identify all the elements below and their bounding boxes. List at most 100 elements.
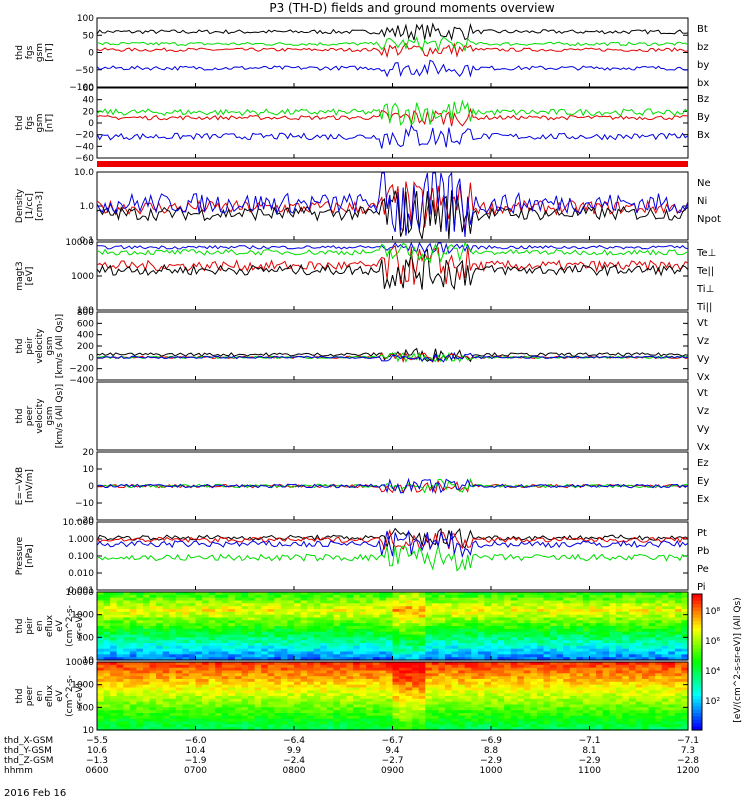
- colorbar-step: [692, 709, 702, 714]
- heatmap-cell: [392, 713, 400, 717]
- heatmap-cell: [510, 600, 518, 604]
- heatmap-cell: [602, 690, 610, 694]
- heatmap-cell: [563, 606, 571, 610]
- heatmap-cell: [103, 614, 111, 619]
- heatmap-cell: [208, 693, 216, 697]
- heatmap-cell: [254, 673, 262, 677]
- heatmap-cell: [248, 648, 256, 653]
- heatmap-cell: [609, 710, 617, 714]
- heatmap-cell: [589, 681, 597, 686]
- heatmap-cell: [530, 690, 538, 694]
- heatmap-cell: [399, 679, 407, 683]
- y-tick-label: 20: [83, 448, 95, 458]
- heatmap-cell: [392, 724, 400, 728]
- heatmap-cell: [320, 623, 328, 627]
- heatmap-cell: [97, 648, 105, 653]
- heatmap-cell: [471, 664, 479, 669]
- y-axis-label-line: gsm: [45, 406, 55, 425]
- heatmap-cell: [221, 724, 229, 728]
- y-tick-label: 100: [77, 703, 94, 713]
- heatmap-cell: [399, 637, 407, 641]
- heatmap-cell: [261, 676, 269, 680]
- heatmap-cell: [353, 662, 361, 666]
- heatmap-cell: [602, 631, 610, 636]
- heatmap-cell: [628, 710, 637, 714]
- heatmap-cell: [458, 592, 466, 596]
- heatmap-cell: [497, 713, 505, 717]
- heatmap-cell: [431, 721, 440, 725]
- heatmap-cell: [274, 690, 282, 694]
- heatmap-cell: [517, 597, 525, 602]
- heatmap-cell: [123, 690, 131, 694]
- heatmap-cell: [589, 690, 597, 694]
- heatmap-cell: [175, 662, 183, 666]
- heatmap-cell: [287, 651, 295, 655]
- heatmap-cell: [510, 620, 518, 624]
- heatmap-cell: [543, 603, 551, 607]
- heatmap-cell: [471, 679, 479, 683]
- heatmap-cell: [162, 594, 170, 599]
- heatmap-cell: [313, 626, 321, 630]
- heatmap-cell: [484, 634, 492, 638]
- heatmap-cell: [556, 628, 564, 633]
- heatmap-cell: [162, 640, 170, 644]
- heatmap-cell: [254, 684, 262, 689]
- heatmap-cell: [510, 637, 518, 641]
- heatmap-cell: [589, 693, 597, 697]
- heatmap-cell: [129, 592, 137, 596]
- heatmap-cell: [668, 628, 676, 633]
- heatmap-cell: [392, 611, 400, 616]
- heatmap-cell: [451, 603, 459, 607]
- heatmap-cell: [359, 713, 367, 717]
- heatmap-cell: [379, 640, 387, 644]
- heatmap-cell: [405, 623, 413, 627]
- heatmap-cell: [563, 704, 571, 708]
- heatmap-cell: [622, 673, 630, 677]
- heatmap-cell: [477, 631, 486, 636]
- heatmap-cell: [143, 634, 151, 638]
- heatmap-cell: [116, 662, 124, 666]
- heatmap-cell: [628, 715, 637, 720]
- heatmap-cell: [202, 634, 210, 638]
- heatmap-cell: [431, 600, 440, 604]
- heatmap-cell: [175, 704, 183, 708]
- heatmap-cell: [635, 606, 643, 610]
- heatmap-cell: [123, 673, 131, 677]
- heatmap-cell: [162, 597, 170, 602]
- heatmap-cell: [543, 637, 551, 641]
- heatmap-cell: [661, 662, 669, 666]
- heatmap-cell: [103, 727, 111, 731]
- heatmap-cell: [340, 673, 348, 677]
- heatmap-cell: [445, 681, 453, 686]
- heatmap-cell: [326, 687, 334, 691]
- heatmap-cell: [563, 657, 571, 661]
- heatmap-cell: [635, 693, 643, 697]
- heatmap-cell: [320, 713, 328, 717]
- heatmap-cell: [405, 645, 413, 650]
- heatmap-cell: [517, 679, 525, 683]
- heatmap-cell: [543, 620, 551, 624]
- heatmap-cell: [353, 631, 361, 636]
- heatmap-cell: [359, 614, 367, 619]
- heatmap-cell: [136, 654, 144, 658]
- heatmap-cell: [609, 643, 617, 647]
- heatmap-cell: [143, 673, 151, 677]
- heatmap-cell: [556, 690, 564, 694]
- heatmap-cell: [326, 643, 334, 647]
- heatmap-cell: [162, 707, 170, 711]
- heatmap-cell: [431, 704, 440, 708]
- heatmap-cell: [477, 657, 486, 661]
- heatmap-cell: [596, 623, 604, 627]
- heatmap-cell: [596, 654, 604, 658]
- series-line-bz: [96, 42, 689, 59]
- heatmap-cell: [412, 609, 420, 613]
- heatmap-cell: [576, 645, 584, 650]
- heatmap-cell: [221, 681, 229, 686]
- heatmap-cell: [497, 710, 505, 714]
- heatmap-cell: [471, 707, 479, 711]
- heatmap-cell: [471, 704, 479, 708]
- heatmap-cell: [385, 718, 394, 723]
- heatmap-cell: [477, 696, 486, 700]
- heatmap-cell: [412, 614, 420, 619]
